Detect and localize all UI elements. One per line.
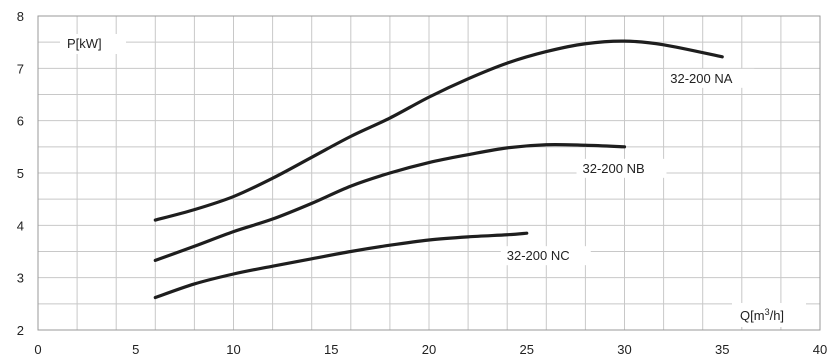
x-tick-label: 10 [226,342,240,357]
grid [38,16,820,330]
tick-labels: 0 5 10 15 20 25 30 35 40 2 3 4 5 6 7 8 [17,9,827,357]
y-tick-label: 3 [17,271,24,286]
x-tick-label: 40 [813,342,827,357]
x-tick-label: 30 [617,342,631,357]
series-label-32-200-nb: 32-200 NB [583,161,645,176]
y-tick-label: 6 [17,114,24,129]
y-tick-label: 8 [17,9,24,24]
series-labels: 32-200 NA 32-200 NB 32-200 NC [501,69,755,265]
x-tick-label: 5 [132,342,139,357]
x-tick-label: 0 [34,342,41,357]
x-tick-label: 20 [422,342,436,357]
x-tick-label: 15 [324,342,338,357]
y-tick-label: 7 [17,61,24,76]
y-tick-label: 5 [17,166,24,181]
y-tick-label: 2 [17,323,24,338]
x-tick-label: 25 [520,342,534,357]
series-label-32-200-na: 32-200 NA [670,71,732,86]
y-tick-label: 4 [17,218,24,233]
series-line-32-200-nc [155,233,526,297]
series-label-32-200-nc: 32-200 NC [507,248,570,263]
x-tick-label: 35 [715,342,729,357]
x-axis-label: Q[m3/h] [740,307,784,323]
y-axis-label: P[kW] [67,36,102,51]
